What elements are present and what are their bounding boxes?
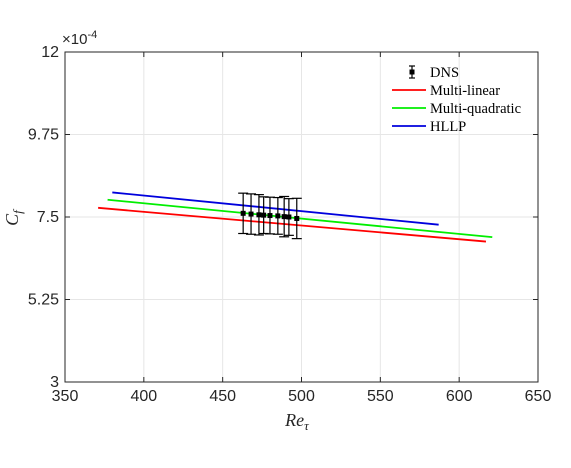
x-tick-label: 500 bbox=[288, 388, 315, 405]
dns-point bbox=[286, 214, 292, 220]
x-tick-label: 600 bbox=[446, 388, 473, 405]
legend-swatch-marker bbox=[409, 69, 415, 75]
x-axis-label-base: Re bbox=[284, 410, 304, 430]
x-tick-label: 550 bbox=[367, 388, 394, 405]
x-axis-label-sub: τ bbox=[304, 418, 310, 433]
x-axis-label: Reτ bbox=[284, 410, 310, 433]
legend-label: HLLP bbox=[430, 119, 466, 135]
ticks: 350 400 450 500 550 600 650 3 5.25 7.5 9.75 12 bbox=[28, 44, 552, 405]
y-exponent-prefix: ×10 bbox=[62, 31, 87, 48]
dns-point bbox=[248, 211, 254, 217]
y-tick-label: 9.75 bbox=[28, 127, 59, 144]
dns-point bbox=[281, 214, 287, 220]
dns-point bbox=[294, 215, 300, 221]
y-exponent-label: ×10-4 bbox=[62, 29, 97, 48]
legend-label: Multi-linear bbox=[430, 83, 500, 99]
legend-label: DNS bbox=[430, 65, 459, 81]
dns-point bbox=[267, 213, 273, 219]
y-tick-label: 3 bbox=[50, 374, 59, 391]
series-line-hllp bbox=[112, 191, 439, 226]
x-tick-label: 650 bbox=[525, 388, 552, 405]
series-line-multi-quadratic bbox=[107, 198, 493, 239]
y-exponent-power: -4 bbox=[87, 29, 97, 41]
dns-point bbox=[240, 210, 246, 216]
y-axis-label: Cf bbox=[2, 208, 25, 226]
x-tick-label: 450 bbox=[209, 388, 236, 405]
y-tick-label: 7.5 bbox=[37, 209, 59, 226]
x-tick-label: 400 bbox=[130, 388, 157, 405]
y-tick-label: 5.25 bbox=[28, 292, 59, 309]
dns-point bbox=[275, 213, 281, 219]
legend: DNS Multi-linear Multi-quadratic HLLP bbox=[392, 65, 521, 135]
y-axis-label-base: C bbox=[2, 213, 22, 226]
series-line-multi-linear bbox=[98, 206, 487, 243]
series-layer bbox=[98, 191, 493, 243]
legend-label: Multi-quadratic bbox=[430, 101, 521, 117]
y-axis-label-sub: f bbox=[10, 208, 25, 214]
x-tick-label: 350 bbox=[52, 388, 79, 405]
dns-point bbox=[261, 212, 267, 218]
dns-point bbox=[256, 212, 262, 218]
y-tick-label: 12 bbox=[41, 44, 59, 61]
